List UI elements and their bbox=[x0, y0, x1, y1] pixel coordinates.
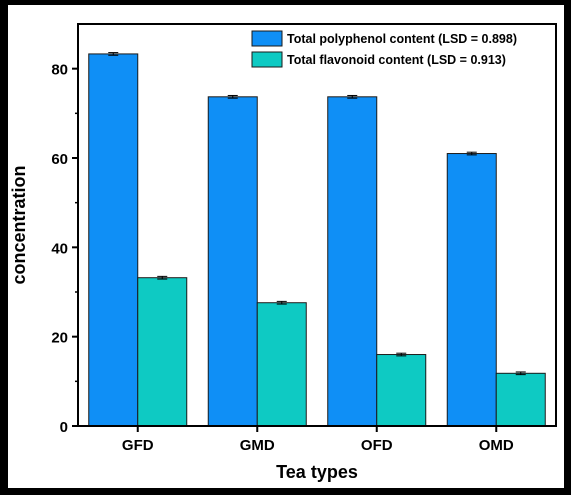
x-tick-label: GMD bbox=[240, 437, 275, 454]
legend-label: Total polyphenol content (LSD = 0.898) bbox=[287, 32, 517, 46]
bar-polyphenol-ofd bbox=[327, 96, 378, 427]
bar-chart: 0 20 40 60 80 GFD GMD OFD OMD Tea types concent… bbox=[9, 23, 557, 482]
bar-flavonoid-gfd bbox=[137, 277, 188, 427]
legend: Total polyphenol content (LSD = 0.898) To… bbox=[251, 30, 517, 68]
bar-flavonoid-gmd bbox=[256, 302, 307, 427]
chart-frame: 0 20 40 60 80 GFD GMD OFD OMD Tea types concent… bbox=[8, 5, 564, 488]
x-tick-label: OMD bbox=[479, 437, 514, 454]
legend-label: Total flavonoid content (LSD = 0.913) bbox=[287, 53, 506, 67]
x-axis-ticks: GFD GMD OFD OMD bbox=[122, 426, 514, 454]
y-tick-label: 60 bbox=[51, 151, 68, 168]
y-tick-label: 20 bbox=[51, 330, 68, 347]
legend-swatch bbox=[251, 51, 283, 68]
y-tick-label: 0 bbox=[60, 419, 68, 436]
bars-layer bbox=[88, 53, 546, 427]
legend-swatch bbox=[251, 30, 283, 47]
bar-polyphenol-omd bbox=[446, 153, 497, 427]
error-bars-layer bbox=[108, 52, 526, 376]
x-tick-label: OFD bbox=[361, 437, 393, 454]
plot-area-border bbox=[77, 23, 557, 427]
y-axis-ticks: 0 20 40 60 80 bbox=[51, 62, 78, 436]
y-tick-label: 80 bbox=[51, 62, 68, 79]
bar-polyphenol-gmd bbox=[207, 96, 258, 427]
bar-flavonoid-omd bbox=[495, 372, 546, 427]
bar-flavonoid-ofd bbox=[376, 354, 427, 427]
bar-polyphenol-gfd bbox=[88, 53, 139, 427]
y-tick-label: 40 bbox=[51, 240, 68, 257]
x-axis-label: Tea types bbox=[276, 462, 358, 482]
x-tick-label: GFD bbox=[122, 437, 154, 454]
y-axis-label: concentration bbox=[9, 165, 29, 284]
